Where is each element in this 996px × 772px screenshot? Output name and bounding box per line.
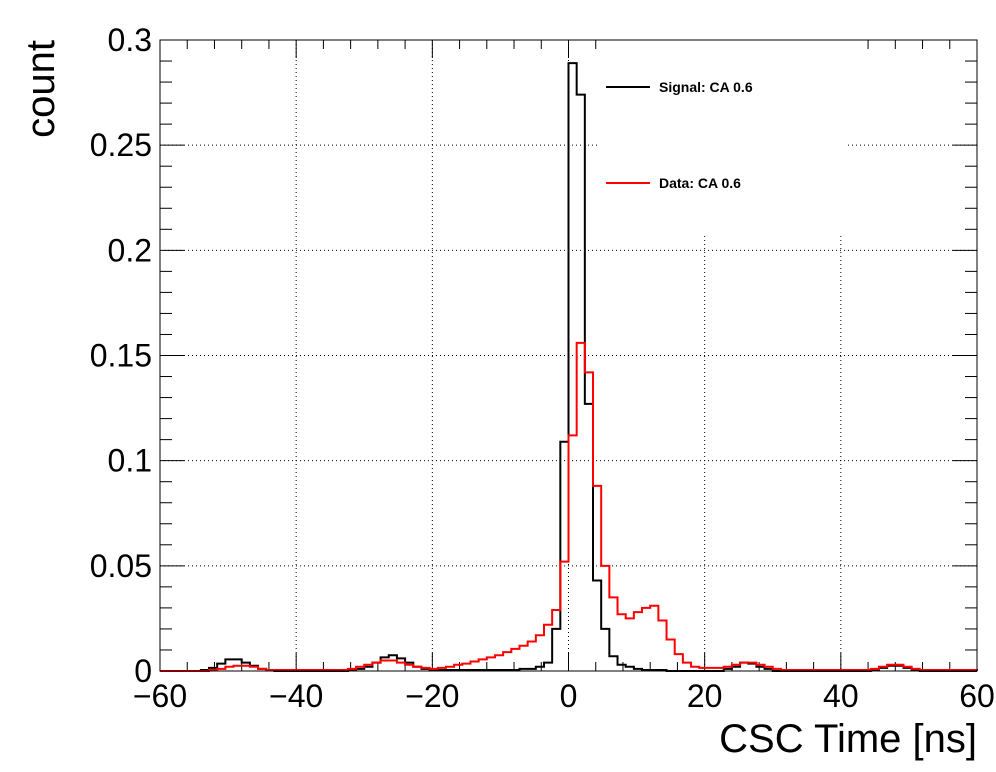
legend-label: Data: CA 0.6 <box>659 175 741 191</box>
legend-box <box>597 30 845 235</box>
y-tick-label: 0.1 <box>108 443 152 479</box>
legend-label: Signal: CA 0.6 <box>659 79 753 95</box>
x-tick-label: 0 <box>560 678 578 714</box>
series-line-data <box>160 341 978 672</box>
y-tick-label: 0.05 <box>90 548 152 584</box>
x-tick-label: 40 <box>823 678 859 714</box>
legend: Signal: CA 0.6 Data: CA 0.6 <box>597 30 845 235</box>
plot-frame <box>159 39 978 672</box>
x-tick-label: 20 <box>687 678 723 714</box>
y-axis-title: count <box>19 40 63 138</box>
y-tick-label: 0.3 <box>108 22 152 58</box>
x-tick-label: −60 <box>133 678 187 714</box>
y-tick-label: 0 <box>134 653 152 689</box>
x-axis-title: CSC Time [ns] <box>719 717 977 761</box>
x-tick-label: −40 <box>269 678 323 714</box>
x-tick-label: 60 <box>959 678 995 714</box>
y-tick-label: 0.25 <box>90 127 152 163</box>
tick-labels: −60 −40 −20 0 20 40 60 0 0.05 0.1 0.15 0.2 0.25 0.3 <box>90 22 995 714</box>
y-tick-label: 0.2 <box>108 232 152 268</box>
x-tick-label: −20 <box>405 678 459 714</box>
y-tick-label: 0.15 <box>90 338 152 374</box>
